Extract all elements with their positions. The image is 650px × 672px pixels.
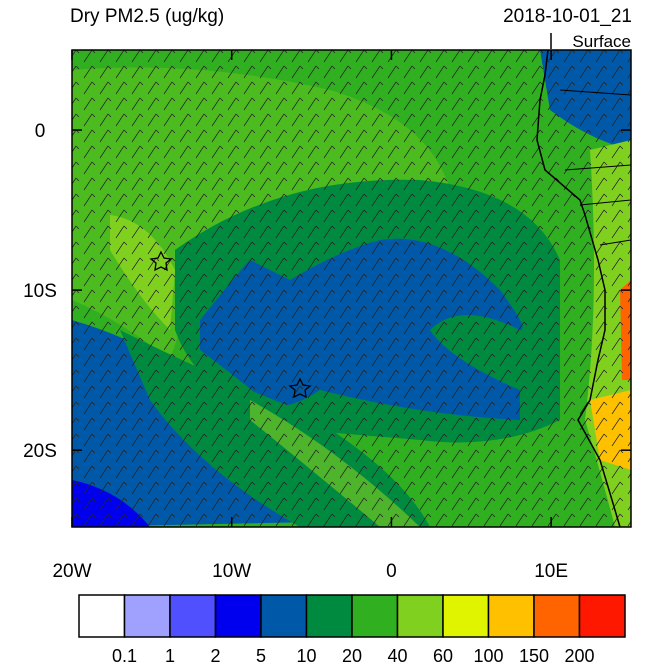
colorbar-label: 60 [433,646,453,666]
colorbar-box [214,594,262,638]
colorbar-label: 5 [256,646,266,666]
colorbar-box [169,594,217,638]
colorbar-box [442,594,490,638]
colorbar-label: 150 [519,646,549,666]
colorbar-box [78,594,126,638]
x-tick-label: 10E [534,561,568,582]
colorbar-box [533,594,581,638]
x-tick-label: 10W [212,561,251,582]
map-field [72,50,631,527]
colorbar-label: 200 [564,646,594,666]
colorbar-box [260,594,308,638]
colorbar-label: 40 [387,646,407,666]
colorbar-box [351,594,399,638]
colorbar-label: 20 [342,646,362,666]
colorbar-label: 100 [473,646,503,666]
y-tick-label: 20S [23,441,57,462]
colorbar-label: 0.1 [112,646,137,666]
time: 2018-10-01_21 [503,6,632,27]
colorbar-box [305,594,353,638]
colorbar-label: 1 [165,646,175,666]
y-tick-label: 0 [35,121,46,142]
title: Dry PM2.5 (ug/kg) [70,6,224,27]
colorbar-label: 10 [296,646,316,666]
y-tick-label: 10S [23,281,57,302]
colorbar-label: 2 [210,646,220,666]
x-tick-label: 20W [52,561,91,582]
level: Surface [572,32,631,51]
colorbar-box [487,594,535,638]
colorbar-box [396,594,444,638]
colorbar-box [123,594,171,638]
map-frame [71,49,632,528]
x-tick-label: 0 [386,561,397,582]
colorbar-box [578,594,626,638]
